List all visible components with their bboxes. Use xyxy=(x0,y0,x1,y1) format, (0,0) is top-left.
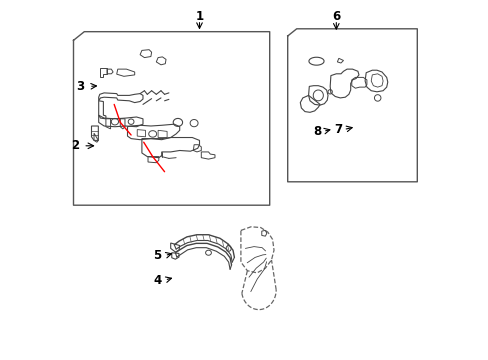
Text: 3: 3 xyxy=(77,80,84,93)
Text: 8: 8 xyxy=(313,125,321,138)
Text: 2: 2 xyxy=(71,139,79,152)
Text: 1: 1 xyxy=(195,10,203,23)
Text: 4: 4 xyxy=(153,274,161,287)
Text: 6: 6 xyxy=(331,10,340,23)
Text: 5: 5 xyxy=(153,249,161,262)
Text: 7: 7 xyxy=(333,123,342,136)
